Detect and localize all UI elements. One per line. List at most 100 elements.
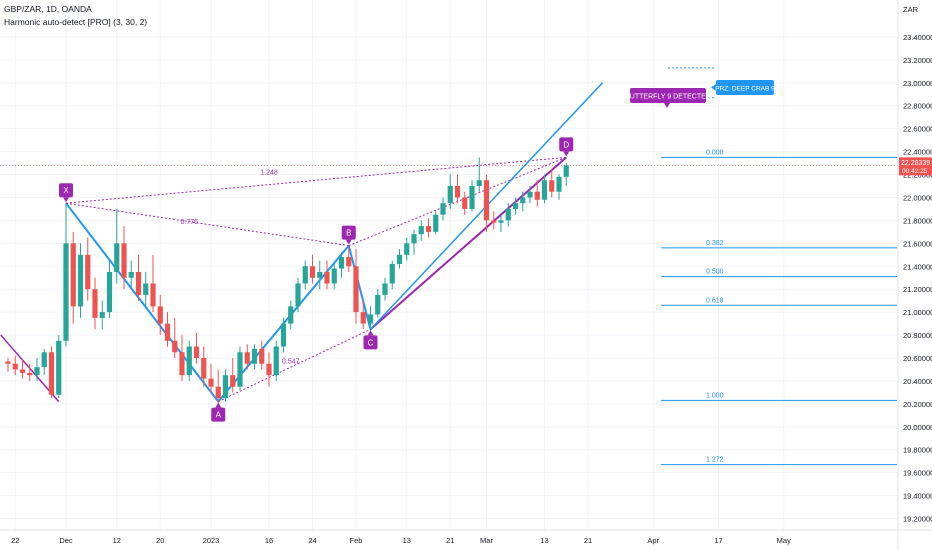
candle-body xyxy=(563,165,569,177)
prz-label-text: PRZ: DEEP CRAB 9 xyxy=(715,86,775,93)
prz-label-box xyxy=(716,80,774,95)
point-marker-box xyxy=(559,137,574,152)
candle-body xyxy=(382,283,388,295)
candle-body xyxy=(12,363,18,370)
candle-body xyxy=(425,226,432,232)
x-tick-label: 21 xyxy=(584,536,592,545)
fib-level-label: 1.272 xyxy=(706,457,724,464)
y-tick-label: 20.20000 xyxy=(903,400,932,409)
point-marker-box xyxy=(341,225,356,240)
prz-label: PRZ: DEEP CRAB 9 xyxy=(711,80,775,95)
y-tick-label: 22.40000 xyxy=(903,148,932,157)
grid xyxy=(0,0,898,530)
annotations: BUTTERFLY 9 DETECTED PRZ: DEEP CRAB 9 xyxy=(625,80,775,108)
candle-body xyxy=(77,254,84,307)
candle-body xyxy=(483,180,490,221)
ratio-label: 0.776 xyxy=(180,219,198,226)
price-axis[interactable]: ZAR 19.20000 19.40000 19.60000 19.80000 20.00… xyxy=(897,0,932,550)
point-marker-pointer xyxy=(367,330,374,336)
candle-body xyxy=(302,266,308,284)
butterfly-label-box xyxy=(630,88,706,103)
x-tick-label: 21 xyxy=(446,536,454,545)
x-tick-label: Feb xyxy=(350,536,363,545)
leg-cd xyxy=(369,156,567,331)
y-tick-label: 23.40000 xyxy=(903,33,932,42)
y-tick-label: 22.80000 xyxy=(903,102,932,111)
fib-level-label: 0.618 xyxy=(706,297,724,304)
candle-body xyxy=(556,176,562,192)
prz-label-pointer xyxy=(711,84,716,91)
candle-body xyxy=(34,367,40,376)
x-tick-label: 22 xyxy=(11,536,19,545)
pattern-point-markers: X A B C D xyxy=(59,137,574,422)
butterfly-label-pointer xyxy=(664,103,670,108)
butterfly-label-text: BUTTERFLY 9 DETECTED xyxy=(625,94,711,101)
point-marker-label: B xyxy=(346,229,351,238)
candle-body xyxy=(462,197,468,209)
point-marker-label: C xyxy=(368,338,374,347)
x-tick-label: 13 xyxy=(403,536,411,545)
candle-body xyxy=(19,369,26,373)
candle-body xyxy=(201,358,207,379)
last-price-tag-box xyxy=(899,157,932,176)
candle-body xyxy=(143,283,149,295)
candle-body xyxy=(48,352,55,395)
candle-body xyxy=(41,352,47,368)
candle-body xyxy=(324,272,330,284)
currency-label: ZAR xyxy=(903,5,919,14)
ratio-label: 0.547 xyxy=(282,359,300,366)
candle-body xyxy=(404,243,410,255)
candle-body xyxy=(193,346,200,358)
point-marker-pointer xyxy=(563,151,570,157)
candle-body xyxy=(222,375,229,399)
harmonic-pattern: 1.248 0.776 0.547 xyxy=(0,82,604,403)
candle-body xyxy=(280,323,287,347)
candle-body xyxy=(106,272,113,313)
point-marker-box xyxy=(59,183,73,198)
y-tick-label: 19.60000 xyxy=(903,469,932,478)
x-tick-label: 17 xyxy=(714,536,722,545)
candle-body xyxy=(92,289,98,318)
candle-body xyxy=(172,340,178,353)
candle-body xyxy=(440,203,446,215)
candle-body xyxy=(230,375,236,387)
last-price-value: 22.28339 xyxy=(901,160,930,167)
candle-body xyxy=(505,208,511,221)
y-tick-label: 19.40000 xyxy=(903,492,932,501)
candle-body xyxy=(135,272,142,295)
candle-body xyxy=(288,306,294,324)
candle-body xyxy=(331,268,337,284)
candle-body xyxy=(338,257,345,269)
candle-body xyxy=(353,266,359,313)
ratio-label: 1.248 xyxy=(260,170,278,177)
candle-body xyxy=(411,234,417,244)
y-tick-label: 19.80000 xyxy=(903,446,932,455)
candle-body xyxy=(512,203,519,209)
indicator-title: Harmonic auto-detect [PRO] (3, 30, 2) xyxy=(4,17,147,27)
candle-body xyxy=(549,180,555,192)
x-tick-label: Mar xyxy=(480,536,493,545)
candle-body xyxy=(99,312,105,318)
candle-body xyxy=(498,220,504,223)
point-marker-label: X xyxy=(63,186,69,195)
candle-body xyxy=(476,180,482,186)
candle-body xyxy=(541,180,548,200)
candle-body xyxy=(360,312,366,324)
time-axis[interactable]: 22 Dec 12 20 2023 16 24 Feb 13 21 Mar 13 21 Apr 17 May xyxy=(0,529,932,545)
point-marker-x: X xyxy=(59,183,73,203)
candle-body xyxy=(157,306,163,324)
candle-body xyxy=(179,352,185,376)
candle-body xyxy=(520,197,526,204)
ratio-line-xb xyxy=(65,202,349,247)
candle-body xyxy=(317,272,323,278)
y-tick-label: 20.00000 xyxy=(903,423,932,432)
fib-level-label: 0.500 xyxy=(706,269,724,276)
candle-body xyxy=(237,352,243,387)
candle-body xyxy=(266,363,272,376)
candle-body xyxy=(150,283,156,307)
candle-body xyxy=(121,243,127,278)
candle-body xyxy=(396,254,403,264)
candle-body xyxy=(70,243,76,307)
x-tick-label: 2023 xyxy=(203,536,220,545)
